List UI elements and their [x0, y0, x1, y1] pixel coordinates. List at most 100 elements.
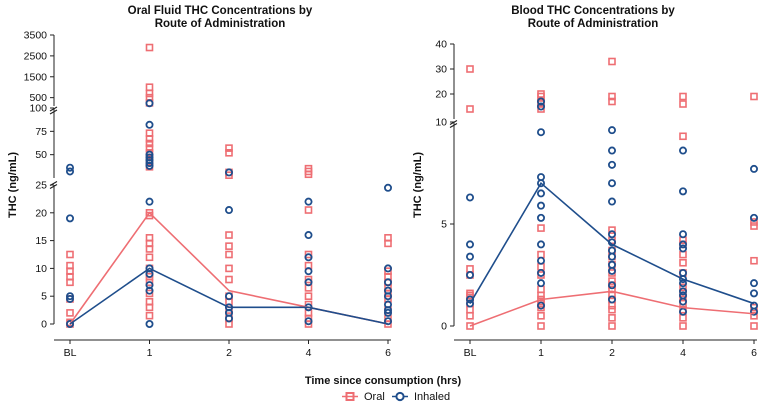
data-point-inhaled: [679, 279, 688, 288]
data-point-inhaled: [383, 183, 392, 192]
data-point-inhaled: [465, 252, 474, 261]
data-point-oral: [225, 250, 233, 259]
x-tick-label: BL: [464, 347, 477, 359]
data-point-oral: [145, 89, 154, 98]
data-point-inhaled: [465, 299, 474, 308]
data-point-inhaled: [145, 319, 154, 328]
data-point-inhaled: [608, 260, 617, 269]
data-point-inhaled: [66, 292, 75, 301]
data-point-inhaled: [537, 279, 546, 288]
data-point-inhaled: [66, 167, 75, 176]
data-point-oral: [537, 250, 545, 259]
data-point-oral: [750, 222, 758, 230]
data-point-oral: [750, 256, 758, 265]
y-tick-label: 15: [35, 235, 47, 247]
data-point-oral: [608, 57, 616, 66]
data-point-inhaled: [537, 268, 546, 277]
data-point-inhaled: [145, 281, 154, 290]
data-point-oral: [225, 231, 233, 239]
data-point-oral: [145, 83, 154, 92]
axis-break-mark: [49, 180, 58, 190]
legend-oral-label: Oral: [364, 391, 385, 403]
data-point-inhaled: [679, 268, 688, 277]
data-point-oral: [608, 285, 616, 294]
data-point-oral: [679, 322, 687, 330]
data-point-inhaled: [750, 289, 759, 298]
y-tick-label: 50: [35, 149, 47, 161]
mean-line-inhaled: [69, 267, 389, 325]
data-point-inhaled: [537, 301, 546, 310]
data-point-inhaled: [608, 146, 617, 155]
data-point-oral: [145, 289, 154, 298]
data-point-oral: [679, 283, 687, 292]
data-point-inhaled: [145, 153, 154, 162]
data-point-inhaled: [750, 301, 759, 310]
data-point-inhaled: [750, 279, 759, 288]
legend-inhaled-label: Inhaled: [414, 391, 450, 403]
data-point-inhaled: [608, 126, 617, 135]
data-point-inhaled: [679, 146, 688, 155]
data-point-inhaled: [224, 168, 233, 177]
data-point-inhaled: [608, 197, 617, 206]
y-tick-label: 0: [41, 319, 47, 331]
data-point-oral: [537, 90, 545, 98]
data-point-inhaled: [537, 173, 546, 182]
data-point-inhaled: [145, 150, 154, 159]
data-point-oral: [466, 65, 474, 73]
data-point-inhaled: [304, 267, 313, 276]
y-tick-label: 20: [35, 207, 47, 219]
mean-line-inhaled: [469, 181, 755, 305]
y-tick-label: 10: [35, 263, 47, 275]
data-point-inhaled: [537, 128, 546, 137]
data-point-oral: [679, 314, 687, 322]
data-point-oral: [66, 309, 74, 317]
data-point-oral: [304, 164, 313, 173]
data-point-oral: [608, 226, 616, 234]
data-point-oral: [145, 297, 154, 306]
data-point-oral: [145, 209, 154, 217]
data-point-inhaled: [679, 287, 688, 296]
y-tick-label: 5: [41, 291, 47, 303]
data-point-oral: [608, 314, 616, 322]
data-point-oral: [225, 242, 233, 250]
data-point-inhaled: [66, 214, 75, 223]
data-point-inhaled: [145, 99, 154, 108]
data-point-inhaled: [537, 97, 546, 106]
x-axis-label: Time since consumption (hrs): [305, 375, 462, 387]
data-point-inhaled: [608, 230, 617, 239]
data-point-inhaled: [304, 278, 313, 287]
data-point-oral: [384, 267, 392, 275]
data-point-oral: [608, 92, 616, 101]
data-point-inhaled: [145, 197, 154, 206]
data-point-inhaled: [608, 160, 617, 169]
data-point-inhaled: [304, 197, 313, 206]
axis-break-mark: [49, 106, 58, 115]
data-point-inhaled: [679, 187, 688, 196]
chart-title-line: Route of Administration: [155, 18, 286, 30]
data-point-oral: [679, 258, 687, 267]
y-tick-label: 100: [29, 103, 47, 115]
data-point-oral: [384, 234, 392, 242]
x-tick-label: 4: [680, 347, 686, 359]
data-point-oral: [145, 43, 154, 52]
y-tick-label: 10: [435, 117, 447, 129]
data-point-inhaled: [465, 270, 474, 279]
data-point-inhaled: [383, 300, 392, 309]
y-axis-label: THC (ng/mL): [7, 152, 19, 218]
data-point-inhaled: [608, 281, 617, 290]
data-point-oral: [145, 311, 154, 320]
data-point-oral: [145, 139, 154, 148]
data-point-oral: [466, 289, 474, 298]
data-point-inhaled: [679, 240, 688, 249]
data-point-oral: [66, 261, 74, 270]
x-tick-label: 6: [751, 347, 757, 359]
x-tick-label: BL: [64, 347, 77, 359]
chart-title-line: Blood THC Concentrations by: [511, 5, 675, 17]
data-point-inhaled: [537, 240, 546, 249]
mean-line-oral: [469, 290, 755, 327]
data-point-inhaled: [537, 256, 546, 265]
data-point-oral: [304, 206, 313, 214]
data-point-oral: [608, 277, 616, 285]
